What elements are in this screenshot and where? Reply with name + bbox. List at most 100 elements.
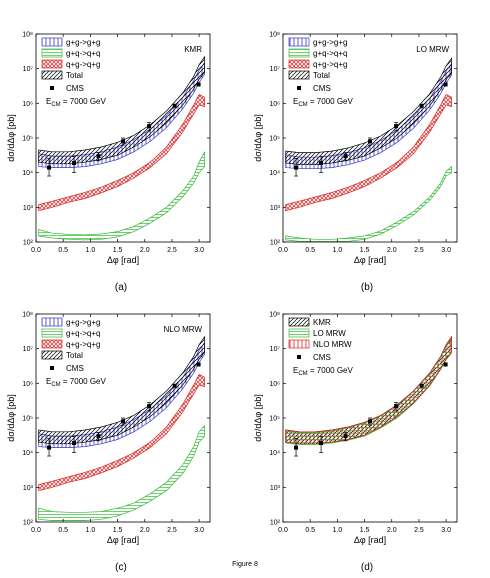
cms-data-point bbox=[319, 441, 324, 446]
y-tick-label: 10³ bbox=[23, 485, 34, 492]
legend-label: CMS bbox=[313, 353, 331, 362]
cms-data-point bbox=[47, 445, 52, 450]
cms-data-point bbox=[172, 103, 177, 108]
energy-annotation: ECM = 7000 GeV bbox=[46, 377, 106, 388]
energy-annotation: ECM = 7000 GeV bbox=[293, 366, 353, 377]
legend-label: LO MRW bbox=[313, 329, 346, 338]
legend-swatch bbox=[41, 37, 63, 47]
legend-label: Total bbox=[313, 71, 330, 80]
legend-swatch bbox=[288, 48, 310, 58]
legend-label: q+g->q+g bbox=[313, 60, 347, 69]
x-tick-label: 2.0 bbox=[140, 247, 150, 254]
band-g-q-q-q bbox=[285, 165, 452, 242]
panel-caption-c: (c) bbox=[115, 562, 127, 573]
cms-data-point bbox=[196, 82, 201, 87]
y-tick-label: 10⁴ bbox=[22, 450, 33, 457]
legend-swatch bbox=[288, 59, 310, 69]
x-tick-label: 0.0 bbox=[31, 247, 41, 254]
y-tick-label: 10⁴ bbox=[269, 170, 280, 177]
cms-data-point bbox=[368, 419, 372, 424]
y-tick-label: 10⁴ bbox=[269, 450, 280, 457]
energy-annotation: ECM = 7000 GeV bbox=[46, 97, 106, 108]
y-tick-label: 10² bbox=[270, 520, 281, 527]
x-tick-label: 0.5 bbox=[305, 247, 315, 254]
legend-swatch bbox=[41, 350, 63, 360]
y-tick-label: 10⁶ bbox=[22, 381, 33, 388]
x-axis-label: Δφ [rad] bbox=[354, 535, 386, 545]
legend-cms-marker bbox=[297, 86, 301, 90]
x-tick-label: 1.0 bbox=[86, 527, 96, 534]
x-tick-label: 1.5 bbox=[360, 247, 370, 254]
y-tick-label: 10⁵ bbox=[269, 416, 280, 423]
legend-label: CMS bbox=[66, 364, 84, 373]
legend-cms-marker bbox=[50, 366, 54, 370]
x-tick-label: 2.5 bbox=[167, 527, 177, 534]
x-tick-label: 0.5 bbox=[305, 527, 315, 534]
y-tick-label: 10³ bbox=[270, 205, 281, 212]
band-total bbox=[285, 57, 452, 166]
legend-cms-marker bbox=[297, 355, 301, 359]
y-tick-label: 10⁵ bbox=[22, 136, 33, 143]
y-axis-label: dσ/dΔφ [pb] bbox=[253, 114, 263, 161]
panel-caption-d: (d) bbox=[360, 562, 374, 573]
x-tick-label: 1.5 bbox=[360, 527, 370, 534]
cms-data-point bbox=[121, 139, 125, 144]
cms-data-point bbox=[343, 434, 348, 439]
band-q-g-q-g bbox=[38, 374, 205, 492]
x-tick-label: 2.5 bbox=[167, 247, 177, 254]
legend-label: g+q->q+q bbox=[66, 49, 100, 58]
panel-caption-b: (b) bbox=[360, 282, 374, 293]
y-axis-label: dσ/dΔφ [pb] bbox=[253, 394, 263, 441]
cms-data-point bbox=[147, 404, 152, 409]
legend-label: Total bbox=[66, 71, 83, 80]
y-tick-label: 10⁵ bbox=[22, 416, 33, 423]
x-tick-label: 2.0 bbox=[387, 247, 397, 254]
cms-data-point bbox=[343, 154, 348, 159]
x-tick-label: 3.0 bbox=[194, 247, 204, 254]
cms-data-point bbox=[96, 434, 101, 439]
chart-panel-1: 0.0 0.5 1.0 1.5 2.0 2.5 3.0 10² 10³ 10⁴ 10⁵ 10⁶ 10⁷ 1… bbox=[6, 32, 211, 265]
x-tick-label: 1.5 bbox=[113, 247, 123, 254]
x-axis-label: Δφ [rad] bbox=[107, 535, 139, 545]
y-tick-label: 10⁸ bbox=[269, 312, 280, 319]
y-tick-label: 10⁶ bbox=[22, 101, 33, 108]
y-tick-label: 10⁷ bbox=[270, 66, 281, 73]
y-tick-label: 10⁴ bbox=[22, 170, 33, 177]
legend-swatch bbox=[288, 339, 310, 349]
cms-data-point bbox=[147, 124, 152, 129]
band-q-g-q-g bbox=[38, 94, 205, 212]
legend-swatch bbox=[288, 70, 310, 80]
legend-label: CMS bbox=[66, 84, 84, 93]
chart-panel-3: 0.0 0.5 1.0 1.5 2.0 2.5 3.0 10² 10³ 10⁴ 10⁵ 10⁶ 10⁷ 1… bbox=[6, 312, 211, 545]
y-tick-label: 10⁷ bbox=[23, 66, 34, 73]
cms-data-point bbox=[196, 362, 201, 367]
legend-label: q+g->q+g bbox=[66, 60, 100, 69]
legend-label: CMS bbox=[313, 84, 331, 93]
x-tick-label: 2.5 bbox=[414, 247, 424, 254]
legend-label: q+g->q+g bbox=[66, 340, 100, 349]
cms-data-point bbox=[72, 161, 77, 166]
band-nlo-mrw bbox=[285, 335, 452, 445]
y-tick-label: 10⁷ bbox=[270, 346, 281, 353]
legend-swatch bbox=[41, 317, 63, 327]
legend-label: g+q->q+q bbox=[66, 329, 100, 338]
legend-label: Total bbox=[66, 351, 83, 360]
x-tick-label: 3.0 bbox=[194, 527, 204, 534]
y-tick-label: 10⁶ bbox=[269, 381, 280, 388]
legend-label: g+g->g+g bbox=[66, 318, 100, 327]
y-tick-label: 10⁵ bbox=[269, 136, 280, 143]
cms-data-point bbox=[368, 139, 372, 144]
y-tick-label: 10² bbox=[23, 240, 34, 247]
cms-data-point bbox=[47, 165, 52, 170]
model-label: LO MRW bbox=[416, 45, 449, 54]
legend-swatch bbox=[41, 70, 63, 80]
x-tick-label: 0.0 bbox=[278, 527, 288, 534]
x-tick-label: 1.0 bbox=[333, 247, 343, 254]
x-tick-label: 2.0 bbox=[387, 527, 397, 534]
x-tick-label: 3.0 bbox=[441, 527, 451, 534]
legend-swatch bbox=[41, 328, 63, 338]
band-q-g-q-g bbox=[285, 94, 452, 212]
cms-data-point bbox=[394, 404, 399, 409]
model-label: KMR bbox=[184, 45, 202, 54]
